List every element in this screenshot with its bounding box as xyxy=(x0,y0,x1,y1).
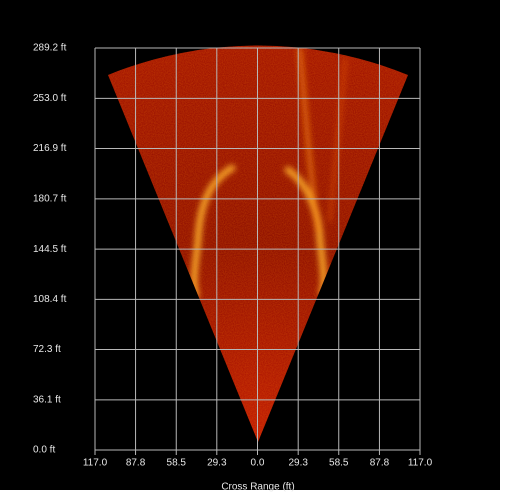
y-tick-label: 36.1 ft xyxy=(33,394,61,405)
y-tick-label: 289.2 ft xyxy=(33,43,67,54)
x-axis-title: Cross Range (ft) xyxy=(221,482,294,493)
x-tick-label: 117.0 xyxy=(408,458,433,469)
y-tick-label: 180.7 ft xyxy=(33,193,67,204)
y-tick-label: 216.9 ft xyxy=(33,143,67,154)
x-tick-label: 58.5 xyxy=(329,458,349,469)
y-tick-label: 0.0 ft xyxy=(33,445,55,456)
x-tick-label: 29.3 xyxy=(207,458,227,469)
x-tick-label: 117.0 xyxy=(83,458,108,469)
x-tick-label: 87.8 xyxy=(126,458,146,469)
y-tick-label: 108.4 ft xyxy=(33,294,67,305)
y-tick-label: 72.3 ft xyxy=(33,344,61,355)
x-tick-label: 0.0 xyxy=(251,458,265,469)
y-tick-label: 144.5 ft xyxy=(33,244,67,255)
x-tick-label: 87.8 xyxy=(370,458,390,469)
x-tick-label: 29.3 xyxy=(288,458,308,469)
y-tick-label: 253.0 ft xyxy=(33,93,67,104)
x-tick-label: 58.5 xyxy=(167,458,187,469)
